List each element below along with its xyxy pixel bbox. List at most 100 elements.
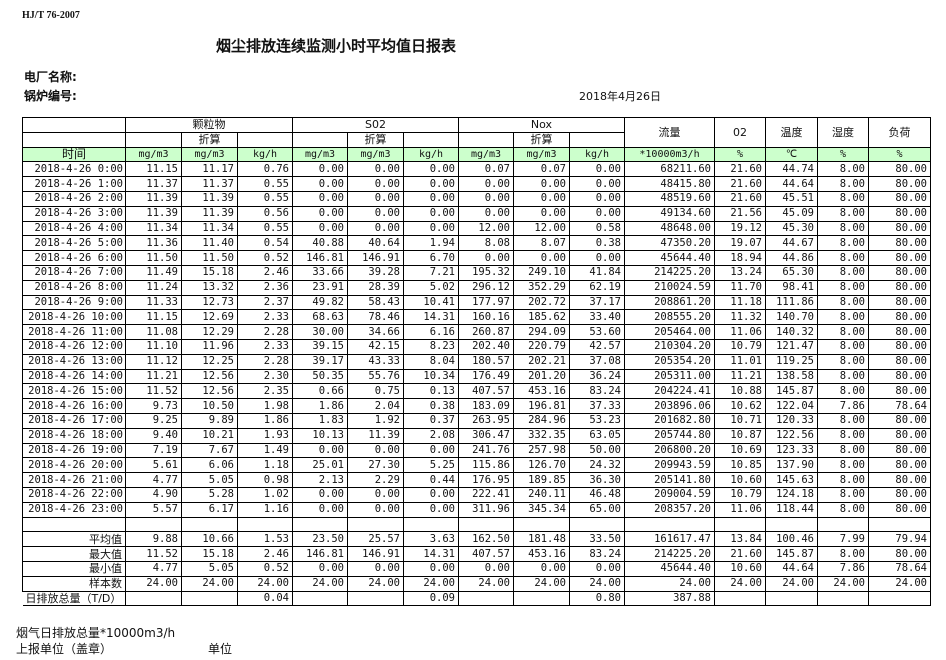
value-cell: 24.00 [714, 575, 766, 592]
value-cell: 0.00 [347, 486, 404, 503]
value-cell: 1.83 [292, 412, 348, 429]
unit-cell: % [868, 146, 931, 163]
value-cell: 12.73 [181, 294, 238, 311]
value-cell: 80.00 [868, 324, 931, 340]
value-cell: 11.39 [125, 190, 182, 207]
unit-cell: mg/m3 [181, 146, 238, 163]
time-cell: 2018-4-26 20:00 [22, 457, 126, 474]
value-cell: 0.52 [237, 250, 293, 266]
value-cell: 11.37 [181, 176, 238, 192]
value-cell: 8.00 [817, 486, 869, 503]
value-cell: 345.34 [513, 501, 570, 518]
value-cell: 48648.00 [624, 220, 715, 237]
value-cell: 0.00 [458, 205, 514, 222]
value-cell: 8.00 [817, 220, 869, 237]
value-cell: 0.55 [237, 176, 293, 192]
value-cell: 8.00 [817, 412, 869, 429]
value-cell: 12.29 [181, 324, 238, 340]
table-row: 2018-4-26 8:00 11.24 13.32 2.36 23.91 28.39 5.… [22, 279, 931, 296]
value-cell: 8.00 [817, 427, 869, 444]
table-row: 2018-4-26 12:00 11.10 11.96 2.33 39.15 42.15 8… [22, 338, 931, 355]
daily-total-label: 日排放总量（T/D） [22, 590, 126, 607]
value-cell: 10.79 [714, 486, 766, 503]
boiler-number-label: 锅炉编号: [24, 89, 77, 103]
value-cell: 24.00 [292, 575, 348, 592]
stat-row: 平均值 9.88 10.66 1.53 23.50 25.57 3.63 162.50 181.… [22, 531, 931, 548]
report-title: 烟尘排放连续监测小时平均值日报表 [216, 37, 457, 55]
time-cell: 2018-4-26 9:00 [22, 294, 126, 311]
value-cell: 80.00 [868, 176, 931, 192]
value-cell: 11.37 [125, 176, 182, 192]
value-cell: 145.87 [765, 546, 818, 562]
value-cell: 0.00 [292, 486, 348, 503]
value-cell: 0.07 [513, 161, 570, 178]
value-cell: 23.91 [292, 279, 348, 296]
value-cell: 45644.40 [624, 250, 715, 266]
value-cell: 1.94 [403, 235, 459, 252]
table-row: 2018-4-26 13:00 11.12 12.25 2.28 39.17 43.33 8… [22, 353, 931, 370]
value-cell: 311.96 [458, 501, 514, 518]
value-cell [624, 516, 715, 533]
value-cell: 27.30 [347, 457, 404, 474]
time-cell: 2018-4-26 10:00 [22, 309, 126, 326]
value-cell: 78.46 [347, 309, 404, 326]
value-cell: 205141.80 [624, 472, 715, 488]
value-cell: 24.00 [181, 575, 238, 592]
value-cell: 0.00 [569, 560, 625, 577]
value-cell: 140.32 [765, 324, 818, 340]
value-cell: 28.39 [347, 279, 404, 296]
value-cell: 2.46 [237, 264, 293, 281]
value-cell: 11.10 [125, 338, 182, 355]
time-cell: 2018-4-26 0:00 [22, 161, 126, 178]
value-cell: 183.09 [458, 398, 514, 414]
value-cell: 11.52 [125, 546, 182, 562]
time-cell: 2018-4-26 22:00 [22, 486, 126, 503]
value-cell: 2.29 [347, 472, 404, 488]
value-cell: 11.06 [714, 501, 766, 518]
value-cell: 25.57 [347, 531, 404, 548]
header-blank [458, 131, 514, 148]
value-cell: 0.00 [458, 560, 514, 577]
value-cell: 8.00 [817, 176, 869, 192]
value-cell: 80.00 [868, 353, 931, 370]
value-cell: 1.49 [237, 442, 293, 459]
value-cell: 9.40 [125, 427, 182, 444]
value-cell: 387.88 [624, 590, 715, 607]
value-cell: 34.66 [347, 324, 404, 340]
value-cell: 453.16 [513, 546, 570, 562]
value-cell: 0.00 [292, 442, 348, 459]
value-cell: 19.12 [714, 220, 766, 237]
value-cell: 115.86 [458, 457, 514, 474]
value-cell: 80.00 [868, 279, 931, 296]
value-cell: 0.00 [569, 205, 625, 222]
time-cell: 2018-4-26 23:00 [22, 501, 126, 518]
value-cell: 177.97 [458, 294, 514, 311]
value-cell: 0.80 [569, 590, 625, 607]
value-cell: 11.12 [125, 353, 182, 370]
row-label: 最大值 [22, 546, 126, 562]
value-cell: 80.00 [868, 235, 931, 252]
value-cell: 0.00 [403, 486, 459, 503]
value-cell: 48415.80 [624, 176, 715, 192]
value-cell: 37.08 [569, 353, 625, 370]
value-cell: 18.94 [714, 250, 766, 266]
value-cell: 24.00 [458, 575, 514, 592]
value-cell: 8.00 [817, 383, 869, 400]
value-cell: 100.46 [765, 531, 818, 548]
value-cell: 11.01 [714, 353, 766, 370]
hourly-average-table: 颗粒物 S02 Nox 流量 02 温度 湿度 负荷 折算 折算 折算 时间 m… [22, 117, 931, 607]
value-cell: 12.56 [181, 368, 238, 385]
value-cell: 24.00 [403, 575, 459, 592]
unit-cell: mg/m3 [292, 146, 348, 163]
header-row-converted: 折算 折算 折算 [22, 131, 931, 148]
value-cell: 65.00 [569, 501, 625, 518]
header-flow: 流量 [624, 117, 715, 148]
value-cell: 2.28 [237, 353, 293, 370]
value-cell: 79.94 [868, 531, 931, 548]
value-cell: 4.90 [125, 486, 182, 503]
time-cell: 2018-4-26 2:00 [22, 190, 126, 207]
value-cell: 2.46 [237, 546, 293, 562]
value-cell: 10.60 [714, 560, 766, 577]
value-cell: 0.44 [403, 472, 459, 488]
header-so2: S02 [292, 117, 459, 133]
